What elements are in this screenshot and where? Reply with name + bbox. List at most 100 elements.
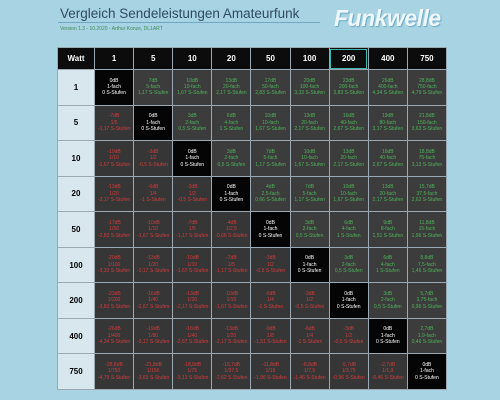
s-steps: 1,67 S-Stufen: [176, 90, 208, 97]
row-header: 10: [57, 140, 95, 177]
table-cell: -18,8dB 1/75 -3,13 S-Stufen: [172, 353, 213, 390]
factor: 1/2: [188, 190, 196, 197]
factor: 1-fach: [146, 119, 161, 126]
factor: 1/150: [146, 368, 160, 375]
s-steps: 1,67 S-Stufen: [294, 161, 325, 168]
factor: 1-fach: [224, 190, 239, 197]
factor: 8-fach: [380, 226, 395, 233]
db-value: 28,8dB: [419, 77, 435, 84]
s-steps: -2,17 S-Stufen: [176, 303, 209, 310]
s-steps: 3,83 S-Stufen: [333, 90, 364, 97]
db-value: -13dB: [146, 255, 160, 262]
db-value: 3dB: [383, 290, 393, 297]
factor: 5-fach: [302, 190, 317, 197]
db-value: -3dB: [265, 255, 276, 262]
factor: 1/400: [107, 332, 121, 339]
column-header: 750: [406, 47, 448, 70]
db-value: 7dB: [305, 184, 315, 191]
factor: 1/2: [306, 297, 314, 304]
db-value: -10dB: [107, 148, 121, 155]
factor: 2-fach: [185, 119, 200, 126]
table-cell: -5,7dB 1/3,75 -0,96 S-Stufen: [328, 353, 369, 390]
table-cell: 11,8dB 15-fach 1,96 S-Stufen: [406, 211, 448, 248]
s-steps: 1,17 S-Stufen: [294, 197, 325, 204]
factor: 20-fach: [340, 155, 358, 162]
db-value: 21,8dB: [419, 113, 435, 120]
db-value: -17dB: [107, 219, 121, 226]
db-value: -11,8dB: [261, 362, 280, 369]
table-cell: 7dB 5-fach 1,17 S-Stufen: [250, 140, 291, 177]
table-cell: -9dB 1/8 -1,51 S-Stufen: [250, 317, 291, 355]
db-value: 17dB: [264, 77, 277, 84]
factor: 2,5-fach: [261, 190, 280, 197]
s-steps: 0,96 S-Stufen: [411, 303, 443, 310]
factor: 10-fach: [183, 84, 201, 91]
s-steps: 1 S-Stufen: [376, 268, 400, 275]
db-value: -2,7dB: [380, 362, 396, 369]
factor: 1-fach: [107, 84, 121, 91]
factor: 5-fach: [263, 155, 278, 162]
table-cell: -13dB 1/20 -2,17 S-Stufen: [172, 282, 213, 319]
db-value: -16dB: [146, 290, 160, 297]
table-cell: 0dB 1-fach 0 S-Stufen: [250, 211, 291, 248]
factor: 1/40: [187, 332, 198, 339]
table-row: 10 -10dB 1/10 -1,67 S-Stufen -3dB 1/2 -0,5 S-S…: [57, 140, 448, 177]
db-value: 10dB: [186, 77, 199, 84]
factor: 75-fach: [418, 155, 436, 162]
table-cell: 10dB 10-fach 1,67 S-Stufen: [328, 175, 369, 213]
table-cell: 6dB 4-fach 1 S-Stufen: [328, 211, 369, 248]
table-cell: 7dB 5-fach 1,17 S-Stufen: [133, 69, 174, 106]
s-steps: 0 S-Stufen: [258, 232, 283, 239]
s-steps: 3,33 S-Stufen: [294, 90, 325, 97]
table-cell: 0dB 1-fach 0 S-Stufen: [172, 140, 213, 177]
table-cell: 0dB 1-fach 0 S-Stufen: [289, 246, 330, 284]
table-cell: -20dB 1/100 -3,33 S-Stufen: [93, 246, 135, 284]
s-steps: 2,67 S-Stufen: [333, 126, 364, 133]
factor: 4-fach: [380, 261, 395, 268]
s-steps: -2,67 S-Stufen: [176, 339, 209, 346]
table-cell: -3dB 1/2 -0,5 S-Stufen: [172, 175, 213, 213]
db-value: 0dB: [187, 148, 197, 155]
s-steps: 1,67 S-Stufen: [333, 197, 364, 204]
table-cell: -16dB 1/40 -2,67 S-Stufen: [172, 317, 213, 355]
table-cell: 18,8dB 75-fach 3,13 S-Stufen: [406, 140, 448, 177]
subtitle: Version 1.3 - 10.2020 - Arthur Konze, DL…: [60, 26, 163, 32]
s-steps: 0 S-Stufen: [376, 339, 400, 346]
s-steps: -2,17 S-Stufen: [215, 339, 248, 346]
db-value: 9dB: [383, 219, 393, 226]
s-steps: 3,17 S-Stufen: [372, 126, 404, 133]
db-value: 0dB: [109, 77, 119, 84]
s-steps: 0,5 S-Stufen: [373, 303, 402, 310]
s-steps: 1,96 S-Stufen: [411, 232, 443, 239]
s-steps: 2,83 S-Stufen: [255, 90, 286, 97]
table-cell: -4dB 1/2,5 -0,66 S-Stufen: [211, 211, 252, 248]
factor: 1/10: [226, 297, 237, 304]
s-steps: 1 S-Stufen: [219, 126, 244, 133]
factor: 1-fach: [302, 261, 317, 268]
factor: 4-fach: [341, 226, 356, 233]
s-steps: 2,17 S-Stufen: [294, 126, 325, 133]
s-steps: 3,63 S-Stufen: [411, 126, 443, 133]
db-value: 0dB: [344, 290, 354, 297]
column-header: 5: [133, 47, 174, 70]
table-row: 1 0dB 1-fach 0 S-Stufen 7dB 5-fach 1,17 S-Stuf…: [57, 69, 448, 106]
table-row: 5 -7dB 1/5 -1,17 S-Stufen 0dB 1-fach 0 S-Stufe…: [57, 104, 448, 142]
column-header: Watt: [57, 47, 95, 70]
table-cell: 3dB 2-fach 0,5 S-Stufen: [289, 211, 330, 248]
table-cell: -10dB 1/10 -1,67 S-Stufen: [93, 140, 135, 177]
s-steps: 0,46 S-Stufen: [411, 339, 443, 346]
factor: 1/20: [226, 332, 237, 339]
db-value: 0dB: [148, 113, 158, 120]
factor: 10-fach: [340, 190, 358, 197]
table-cell: -10dB 1/10 -1,67 S-Stufen: [211, 282, 252, 319]
db-value: 0dB: [383, 326, 393, 333]
table-row: 20 -13dB 1/20 -2,17 S-Stufen -6dB 1/4 -1 S-Stu…: [57, 175, 448, 213]
row-header: 1: [57, 69, 95, 106]
s-steps: 1,51 S-Stufen: [372, 232, 404, 239]
factor: 2-fach: [380, 297, 395, 304]
table-cell: 13dB 20-fach 2,17 S-Stufen: [328, 140, 369, 177]
db-value: 11,8dB: [419, 219, 435, 226]
s-steps: 0 S-Stufen: [180, 161, 205, 168]
db-value: 0dB: [226, 184, 236, 191]
s-steps: -2,62 S-Stufen: [215, 374, 248, 381]
